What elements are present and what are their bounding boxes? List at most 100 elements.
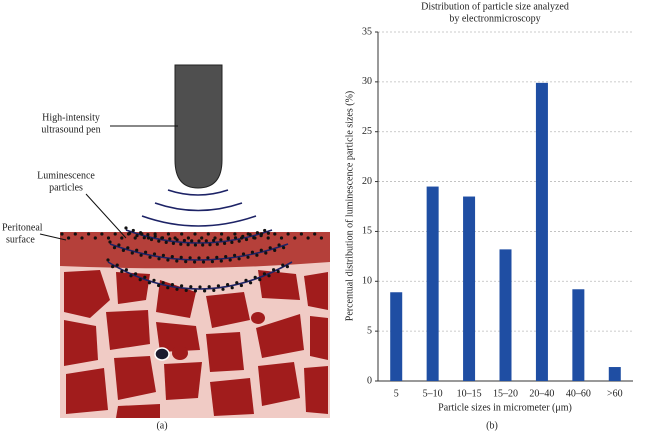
particle [220, 232, 224, 236]
particle [134, 272, 138, 276]
particle [108, 240, 112, 244]
particle [93, 236, 97, 240]
particle [186, 236, 190, 240]
particle [73, 232, 77, 236]
particle [215, 242, 219, 246]
bar [499, 249, 512, 381]
particle [130, 251, 134, 255]
particle [124, 268, 128, 272]
y-tick-label: 30 [362, 76, 372, 87]
chart-title: Distribution of particle size analyzed [421, 1, 569, 12]
particle [206, 256, 210, 260]
particle [215, 255, 219, 259]
particle [193, 232, 197, 236]
particle [203, 289, 207, 293]
particle [233, 253, 237, 257]
particle [124, 226, 128, 230]
particle [171, 241, 175, 245]
particle [201, 243, 205, 247]
particle [179, 255, 183, 259]
caption: (a) [156, 420, 167, 431]
particle [147, 281, 151, 285]
particle [207, 285, 211, 289]
particle [230, 240, 234, 244]
particle [244, 237, 249, 242]
particle [186, 243, 190, 247]
particle [131, 228, 135, 233]
particle [313, 232, 317, 236]
particle [120, 269, 124, 274]
x-tick-label: 20–40 [529, 388, 554, 399]
particle [237, 257, 241, 261]
particle [161, 253, 165, 257]
particle [170, 283, 174, 287]
particle [262, 272, 266, 276]
bar [426, 186, 439, 381]
particle [285, 265, 289, 269]
x-tick-label: 5 [394, 388, 399, 399]
particle [293, 236, 297, 240]
y-tick-label: 0 [367, 375, 372, 386]
particle [258, 278, 262, 282]
y-tick-label: 25 [362, 126, 372, 137]
particle [113, 232, 117, 236]
particle [80, 236, 84, 240]
bar [463, 196, 476, 381]
particle [197, 256, 201, 260]
particle [190, 239, 194, 243]
particle [112, 246, 117, 250]
leader-lines [39, 125, 178, 241]
particle [224, 255, 228, 259]
particle [60, 232, 64, 236]
particle [170, 255, 174, 259]
particle [157, 283, 161, 288]
bar-chart: Distribution of particle size analyzed b… [344, 1, 633, 431]
particle [160, 236, 164, 240]
particle [166, 286, 170, 290]
particle [273, 232, 277, 236]
particle [212, 238, 216, 243]
bar [608, 367, 621, 381]
particle [263, 228, 267, 233]
particle [67, 236, 71, 240]
particle [259, 232, 264, 236]
particle [306, 236, 310, 240]
surface-label: Peritoneal [2, 222, 43, 233]
particle [193, 243, 197, 247]
y-axis-label: Percentual distribution of luminescence … [344, 91, 355, 321]
particle [213, 236, 217, 240]
particle [249, 281, 253, 285]
particle [266, 236, 270, 240]
particle [250, 250, 254, 254]
particle [246, 232, 250, 236]
particle [153, 234, 157, 238]
particle [267, 274, 271, 278]
particle [200, 236, 204, 240]
particle [175, 259, 179, 263]
particle [228, 258, 232, 262]
x-tick-label: >60 [607, 388, 623, 399]
particle [201, 260, 206, 264]
particle [223, 241, 227, 245]
particle [319, 236, 323, 240]
y-tick-label: 20 [362, 176, 372, 187]
particle [286, 232, 290, 236]
particle [184, 288, 188, 292]
particle [233, 236, 238, 240]
particle [157, 239, 161, 243]
particle [246, 255, 250, 259]
particle [126, 246, 130, 250]
cells [64, 270, 328, 418]
particle [138, 278, 142, 282]
y-tick-label: 15 [362, 226, 372, 237]
particle [216, 284, 220, 288]
bar [572, 289, 585, 381]
particle [253, 275, 257, 279]
particle [206, 232, 210, 236]
particle [240, 236, 244, 240]
particle [161, 281, 165, 285]
particle [135, 248, 139, 252]
particle [173, 236, 177, 240]
particle [233, 232, 237, 236]
particle [189, 285, 193, 289]
